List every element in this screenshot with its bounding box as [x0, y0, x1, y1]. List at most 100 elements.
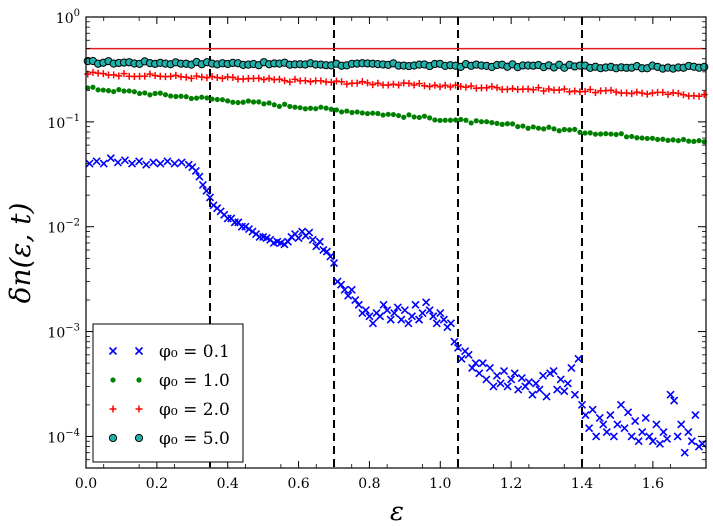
marker-stroke	[113, 158, 122, 167]
data-point	[484, 119, 490, 125]
data-point	[368, 319, 378, 328]
data-point	[106, 154, 115, 163]
data-point	[555, 86, 563, 94]
data-point	[157, 90, 163, 96]
data-point	[329, 259, 339, 268]
marker-stroke	[195, 172, 204, 181]
data-point	[328, 106, 334, 112]
data-point	[660, 136, 666, 142]
data-point	[131, 89, 137, 95]
marker-stroke	[425, 306, 434, 315]
marker-stroke	[368, 319, 378, 328]
legend-entry: φ₀ = 1.0	[110, 371, 230, 391]
data-point	[638, 89, 646, 97]
marker-stroke	[492, 371, 502, 380]
data-point	[308, 235, 317, 244]
data-point	[638, 428, 647, 437]
data-point	[218, 74, 226, 82]
marker-stroke	[407, 312, 417, 321]
data-point	[607, 86, 615, 94]
data-point	[494, 120, 500, 126]
data-point	[327, 78, 335, 86]
marker-stroke	[432, 319, 441, 328]
data-point	[415, 80, 423, 88]
data-point	[383, 306, 392, 315]
x-tick-label: 0.0	[75, 476, 97, 492]
data-point	[421, 113, 428, 119]
data-point	[572, 126, 578, 132]
data-point	[347, 285, 356, 294]
data-point	[574, 354, 583, 363]
data-point	[286, 78, 294, 86]
legend-marker	[134, 346, 144, 356]
data-point	[204, 95, 210, 101]
data-point	[447, 117, 453, 123]
data-point	[142, 90, 148, 96]
marker-stroke	[592, 432, 601, 441]
marker-stroke	[585, 424, 594, 433]
data-point	[250, 99, 257, 105]
data-point	[567, 363, 576, 373]
data-point	[100, 87, 106, 93]
marker-stroke	[198, 180, 207, 190]
marker-stroke	[436, 309, 445, 318]
data-point	[90, 84, 96, 90]
data-point	[546, 124, 552, 130]
marker-stroke	[531, 379, 541, 388]
data-point	[344, 108, 350, 114]
data-point	[571, 87, 579, 95]
data-point	[684, 428, 693, 437]
data-point	[463, 117, 469, 123]
marker-stroke	[127, 159, 137, 168]
data-point	[333, 107, 340, 113]
data-point	[323, 105, 329, 111]
data-point	[496, 379, 505, 388]
marker-stroke	[184, 160, 193, 169]
data-point	[344, 291, 353, 300]
data-point	[680, 91, 688, 99]
data-point	[188, 95, 194, 102]
data-point	[483, 84, 491, 92]
marker-stroke	[581, 410, 590, 420]
data-point	[414, 315, 424, 324]
data-point	[515, 123, 521, 130]
series-dot	[85, 84, 707, 145]
marker-stroke	[290, 230, 300, 239]
data-point	[241, 222, 250, 231]
marker-stroke	[108, 346, 118, 356]
data-point	[361, 306, 370, 315]
data-point	[245, 98, 251, 104]
data-point	[208, 73, 216, 81]
data-point	[556, 128, 562, 134]
data-point	[675, 138, 681, 144]
marker-stroke	[386, 315, 395, 324]
marker-stroke	[453, 343, 463, 352]
data-point	[561, 126, 567, 133]
data-point	[452, 117, 459, 123]
data-point	[432, 319, 441, 328]
data-point	[691, 138, 697, 144]
data-point	[531, 379, 541, 388]
legend-label: φ₀ = 1.0	[159, 371, 230, 391]
marker-stroke	[202, 186, 211, 195]
data-point	[453, 343, 463, 352]
data-point	[193, 95, 200, 101]
data-point	[214, 96, 220, 103]
data-point	[135, 157, 144, 166]
marker-stroke	[507, 375, 516, 384]
marker-stroke	[468, 363, 477, 373]
data-point	[700, 62, 709, 71]
marker-stroke	[177, 158, 186, 167]
data-point	[354, 300, 363, 309]
data-point	[577, 400, 587, 409]
marker-stroke	[489, 382, 498, 391]
data-point	[446, 319, 455, 328]
marker-stroke	[542, 392, 551, 401]
data-point	[652, 420, 661, 429]
marker-stroke	[205, 193, 215, 202]
data-point	[265, 74, 273, 82]
data-point	[397, 315, 406, 324]
marker-stroke	[641, 413, 650, 423]
marker-stroke	[549, 367, 558, 376]
data-point	[700, 91, 708, 99]
